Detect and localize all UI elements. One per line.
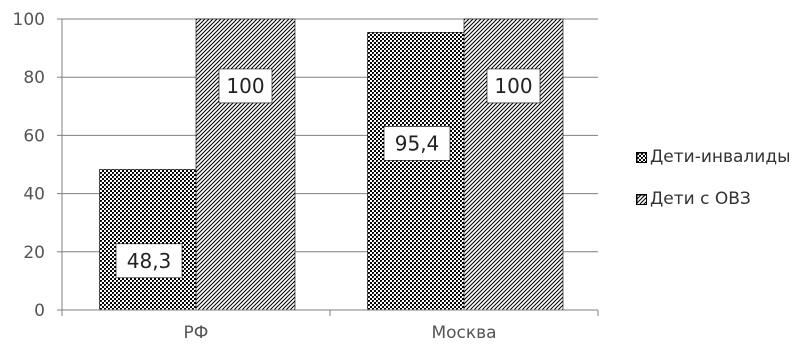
y-tick-label: 60 [23, 126, 45, 146]
data-label-box [218, 68, 273, 104]
data-label-text: 100 [494, 74, 532, 98]
bar-ovz-0 [195, 18, 296, 311]
x-category-label: Москва [431, 323, 496, 343]
data-label: 95,4 [383, 126, 451, 161]
x-axis-categories: РФ Москва [61, 310, 599, 343]
y-tick-label: 40 [23, 185, 45, 205]
y-tick-label: 20 [23, 243, 45, 263]
bar-ovz-1 [463, 18, 564, 311]
y-tick-label: 80 [23, 68, 45, 88]
legend-label: Дети с ОВЗ [650, 189, 751, 209]
data-label: 48,3 [115, 243, 183, 279]
y-tick-label: 100 [13, 10, 45, 30]
diagonal-swatch-icon [636, 193, 647, 205]
legend-item-disabled-children: Дети-инвалиды [636, 146, 791, 168]
legend-label: Дети-инвалиды [650, 147, 791, 167]
data-label-box [115, 243, 183, 279]
y-axis-ticks: 0 20 40 60 80 100 [13, 10, 62, 321]
y-tick-label: 0 [34, 301, 45, 321]
x-category-label: РФ [184, 323, 209, 343]
bars [99, 18, 564, 311]
data-label-text: 48,3 [127, 249, 172, 273]
data-labels: 48,3 100 95,4 100 [115, 68, 541, 279]
data-label: 100 [486, 68, 541, 104]
bar-disabled-0 [99, 169, 199, 311]
legend: Дети-инвалиды Дети с ОВЗ [636, 146, 791, 230]
data-label-box [383, 126, 451, 161]
legend-item-ovz-children: Дети с ОВЗ [636, 188, 791, 210]
data-label-text: 100 [226, 74, 264, 98]
data-label: 100 [218, 68, 273, 104]
bar-disabled-1 [367, 32, 467, 311]
data-label-box [486, 68, 541, 104]
data-label-text: 95,4 [395, 131, 440, 155]
crosshatch-swatch-icon [636, 151, 647, 163]
